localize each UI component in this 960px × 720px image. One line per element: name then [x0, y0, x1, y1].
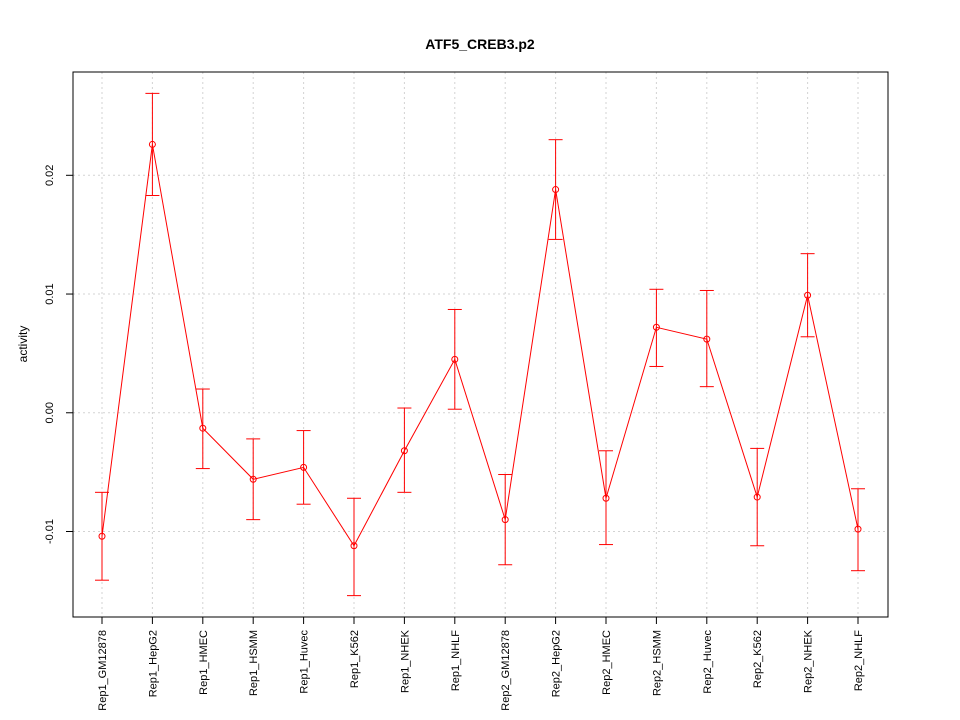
error-bar [699, 289, 714, 388]
plot-frame [72, 71, 889, 618]
y-tick-label: 0.00 [44, 402, 56, 423]
data-point [753, 493, 761, 501]
error-bar [851, 488, 865, 572]
x-tick-label: Rep2_Huvec [702, 630, 714, 694]
data-point [451, 355, 459, 363]
y-axis: -0.01 0.00 0.01 0.02 [44, 165, 73, 544]
data-point [350, 542, 358, 550]
data-point [652, 323, 660, 331]
x-tick-label: Rep2_K562 [752, 630, 764, 688]
data-point [148, 140, 156, 148]
x-tick-label: Rep1_Huvec [299, 630, 311, 694]
x-tick-label: Rep1_NHEK [399, 629, 411, 693]
x-tick-label: Rep1_NHLF [450, 630, 462, 691]
data-point [552, 186, 560, 194]
series-line [101, 144, 859, 547]
x-tick-label: Rep2_HepG2 [551, 630, 563, 697]
data-point [249, 475, 257, 483]
x-tick-label: Rep1_HMEC [198, 630, 210, 695]
x-tick-label: Rep1_GM12878 [97, 630, 109, 711]
y-tick-label: -0.01 [44, 519, 56, 544]
y-tick-label: 0.02 [44, 165, 56, 186]
grid [73, 72, 888, 617]
data-point [501, 516, 509, 524]
x-tick-label: Rep1_HepG2 [147, 630, 159, 697]
x-axis: Rep1_GM12878 Rep1_HepG2 Rep1_HMEC Rep1_HSMM… [97, 617, 865, 711]
y-axis-label: activity [16, 326, 30, 363]
x-tick-label: Rep2_NHEK [803, 629, 815, 693]
error-bar [347, 497, 361, 597]
series-activity [95, 92, 865, 597]
data-point [400, 447, 408, 455]
data-point [804, 291, 812, 299]
x-tick-label: Rep1_HSMM [248, 630, 260, 696]
data-point [602, 494, 610, 502]
data-point [703, 335, 711, 343]
data-point [98, 532, 106, 540]
data-point [854, 525, 862, 533]
chart-title: ATF5_CREB3.p2 [425, 36, 535, 52]
y-tick-label: 0.01 [44, 283, 56, 304]
x-tick-label: Rep1_K562 [349, 630, 361, 688]
data-point [300, 463, 308, 471]
x-tick-label: Rep2_NHLF [853, 630, 865, 691]
x-tick-label: Rep2_HMEC [601, 630, 613, 695]
x-tick-label: Rep2_GM12878 [500, 630, 512, 711]
data-point [199, 424, 207, 432]
x-tick-label: Rep2_HSMM [651, 630, 663, 696]
